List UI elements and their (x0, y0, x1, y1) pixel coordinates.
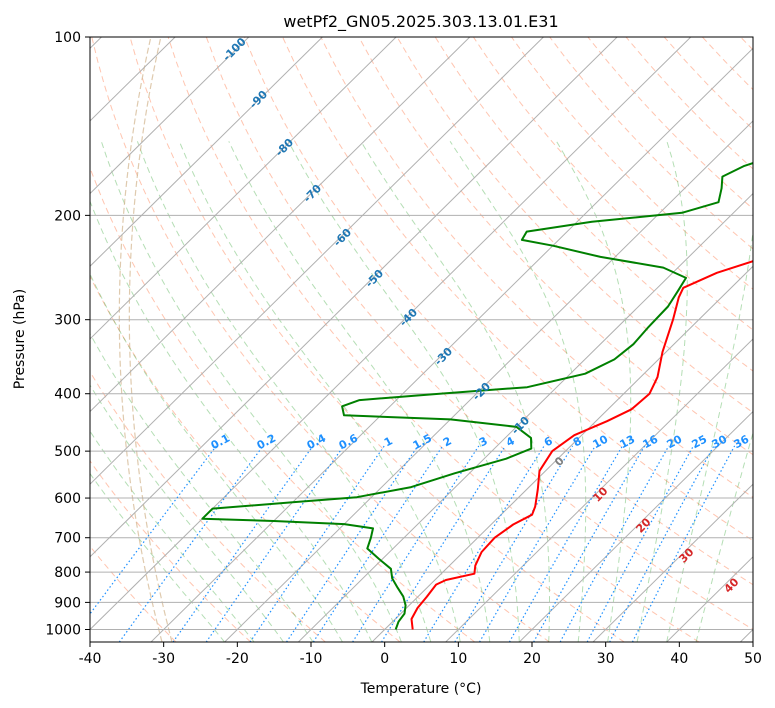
isotherm-line (150, 47, 753, 642)
mixing-ratio-label: 25 (690, 433, 710, 452)
y-tick-label: 700 (54, 531, 81, 547)
x-tick-label: 0 (380, 651, 389, 667)
dewpoint-profile-line (201, 162, 753, 630)
dry-adiabats (90, 37, 753, 642)
isotherm-line (90, 37, 692, 631)
plot-frame (89, 36, 754, 643)
isotherm-line (90, 37, 397, 340)
mixing-ratio-lines (90, 445, 736, 642)
x-tick-label: 10 (449, 651, 467, 667)
mixing-ratio-line (90, 445, 217, 615)
isotherm-line (224, 120, 753, 642)
dry-adiabat-line (434, 37, 753, 372)
x-tick-label: 50 (744, 651, 762, 667)
isotherm-line (445, 338, 753, 642)
profile-series (201, 162, 753, 630)
dry-adiabat-line (90, 370, 326, 642)
x-tick-label: -30 (152, 651, 175, 667)
dry-adiabat-line (90, 460, 252, 642)
mixing-ratio-line (205, 445, 345, 642)
y-tick-label: 600 (54, 491, 81, 507)
chart-title: wetPf2_GN05.2025.303.13.01.E31 (283, 12, 558, 32)
y-tick-label: 500 (54, 444, 81, 460)
x-tick-label: 30 (597, 651, 615, 667)
dry-adiabat-line (243, 37, 753, 586)
mixing-ratio-label: 10 (591, 432, 611, 451)
isotherm-lines (90, 37, 753, 642)
pressure-gridlines (90, 37, 753, 630)
mixing-ratio-line (423, 445, 545, 642)
dry-adiabat-line (129, 37, 625, 642)
y-tick-label: 400 (54, 387, 81, 403)
dry-adiabat-line (472, 37, 753, 331)
isotherm-line (518, 410, 753, 642)
y-axis-ticks: 100 200 300 400 500 600 700 800 900 1000 (45, 30, 90, 639)
boundary-curve (128, 37, 173, 642)
mixing-ratio-label: 13 (618, 433, 638, 452)
y-axis-label: Pressure (hPa) (12, 289, 28, 389)
mixing-ratio-line (478, 445, 596, 642)
y-tick-label: 1000 (45, 623, 81, 639)
x-tick-label: -10 (300, 651, 323, 667)
x-tick-label: 20 (523, 651, 541, 667)
isotherm-line (297, 192, 753, 642)
temperature-profile-line (410, 260, 753, 630)
dry-adiabat-line (205, 37, 753, 631)
y-tick-label: 300 (54, 313, 81, 329)
mixing-ratio-line (249, 445, 385, 642)
dry-adiabat-line (358, 37, 753, 456)
x-tick-label: -40 (79, 651, 102, 667)
dry-adiabat-line (90, 166, 476, 642)
mixing-ratio-line (172, 445, 314, 642)
dry-adiabat-line (320, 37, 753, 499)
mixing-ratio-line (380, 445, 506, 642)
boundary-curves (118, 37, 173, 642)
isotherm-line (592, 483, 753, 642)
dry-adiabat-line (167, 37, 700, 642)
y-tick-label: 800 (54, 565, 81, 581)
mixing-ratio-line (454, 445, 574, 642)
x-tick-label: 40 (670, 651, 688, 667)
isotherm-line (90, 37, 618, 558)
isotherm-line (90, 37, 250, 195)
mixing-ratio-label: 36 (732, 432, 752, 451)
dry-adiabat-line (91, 37, 550, 642)
plot-area: -100-90-80-70-60-50-40-30-20-10010203040… (90, 37, 753, 642)
y-tick-label: 100 (54, 30, 81, 46)
mixing-ratio-label: 16 (641, 432, 661, 451)
mixing-ratio-label: 30 (710, 432, 730, 451)
boundary-curve (118, 37, 163, 642)
mixing-ratio-line (312, 445, 444, 642)
x-tick-label: -20 (226, 651, 249, 667)
x-axis-ticks: -40 -30 -20 -10 0 10 20 30 40 50 (79, 642, 762, 667)
isotherm-line (371, 265, 753, 642)
mixing-ratio-line (559, 445, 670, 642)
mixing-ratio-label: 20 (665, 432, 685, 451)
isotherm-line (90, 37, 471, 413)
isotherm-line (90, 37, 323, 267)
y-tick-label: 900 (54, 595, 81, 611)
dry-adiabat-line (396, 37, 753, 414)
mixing-ratio-line (285, 445, 419, 642)
mixing-ratio-line (352, 445, 480, 642)
x-axis-label: Temperature (°C) (360, 681, 482, 697)
isotherm-line (90, 37, 544, 485)
dry-adiabat-line (90, 275, 401, 642)
y-tick-label: 200 (54, 208, 81, 224)
